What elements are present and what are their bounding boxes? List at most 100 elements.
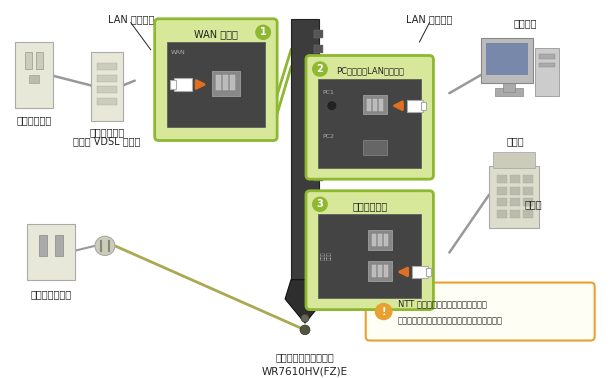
Bar — [212, 71, 240, 96]
Bar — [384, 265, 388, 277]
Circle shape — [95, 236, 115, 256]
Bar — [372, 265, 376, 277]
Bar — [174, 78, 192, 91]
Bar — [314, 159, 323, 167]
Circle shape — [301, 314, 309, 322]
Bar — [314, 84, 323, 92]
Bar — [97, 87, 117, 93]
Bar — [167, 42, 265, 127]
FancyBboxPatch shape — [306, 56, 434, 179]
Text: 回線接続装置: 回線接続装置 — [89, 127, 124, 137]
Circle shape — [312, 197, 328, 212]
Text: 電話線: 電話線 — [525, 199, 543, 209]
Bar — [372, 234, 376, 246]
Text: または VDSL モデム: または VDSL モデム — [73, 137, 140, 147]
Bar — [39, 235, 47, 256]
Polygon shape — [285, 280, 325, 323]
Bar — [15, 42, 53, 108]
Text: 2: 2 — [317, 64, 323, 74]
Bar — [384, 234, 388, 246]
Circle shape — [375, 303, 393, 320]
Bar — [407, 100, 423, 112]
Bar — [379, 99, 383, 111]
Bar — [497, 175, 507, 183]
Bar — [363, 95, 387, 115]
Bar — [368, 230, 392, 250]
Bar — [503, 81, 515, 92]
FancyBboxPatch shape — [306, 191, 434, 310]
Bar — [378, 265, 382, 277]
Bar — [495, 88, 523, 96]
Bar — [29, 75, 39, 82]
Bar — [486, 43, 528, 75]
Bar — [497, 210, 507, 218]
Text: WAN ポート: WAN ポート — [194, 29, 238, 39]
Text: 光電話ルータ（背面）: 光電話ルータ（背面） — [276, 352, 334, 362]
Bar — [539, 54, 555, 59]
Bar — [497, 187, 507, 195]
Text: 電話機: 電話機 — [506, 136, 524, 146]
Bar — [523, 187, 533, 195]
Text: LAN ケーブル: LAN ケーブル — [107, 14, 154, 24]
Text: 光ファイバー: 光ファイバー — [16, 115, 52, 125]
Bar — [523, 175, 533, 183]
Bar — [25, 52, 32, 69]
Bar — [426, 268, 431, 276]
Bar — [539, 63, 555, 67]
Circle shape — [255, 25, 271, 40]
Bar — [535, 48, 559, 96]
Text: PC2: PC2 — [322, 134, 334, 139]
Bar — [493, 152, 535, 167]
Bar — [314, 224, 323, 231]
FancyBboxPatch shape — [155, 19, 277, 141]
Bar — [367, 99, 371, 111]
Bar — [314, 57, 323, 65]
Bar — [291, 19, 319, 280]
Circle shape — [327, 101, 337, 111]
Bar — [314, 257, 323, 265]
Text: 1: 1 — [260, 27, 267, 37]
Bar — [216, 75, 221, 90]
Text: WR7610HV(FZ)E: WR7610HV(FZ)E — [262, 367, 348, 376]
Bar — [97, 75, 117, 82]
Bar — [412, 266, 428, 278]
Text: WAN: WAN — [171, 50, 185, 55]
Bar — [523, 198, 533, 206]
Bar — [230, 75, 235, 90]
Bar — [314, 195, 323, 202]
Bar — [497, 198, 507, 206]
Bar — [318, 79, 422, 167]
Bar — [314, 98, 323, 106]
Bar — [314, 30, 323, 38]
Bar — [314, 209, 323, 217]
Text: 電源コンセント: 電源コンセント — [30, 289, 72, 299]
Bar — [314, 243, 323, 251]
Bar — [314, 112, 323, 119]
Text: PC1: PC1 — [322, 90, 334, 95]
FancyBboxPatch shape — [366, 282, 595, 341]
Bar — [55, 235, 63, 256]
Bar — [170, 80, 176, 89]
Text: PCポート（LANポート）: PCポート（LANポート） — [336, 67, 404, 76]
Text: 3: 3 — [317, 199, 323, 209]
Text: !: ! — [381, 307, 386, 316]
Bar — [314, 144, 323, 152]
Bar — [481, 38, 533, 82]
Bar — [523, 210, 533, 218]
Text: LAN ケーブル: LAN ケーブル — [406, 14, 453, 24]
Bar — [314, 174, 323, 181]
Bar — [314, 71, 323, 79]
Bar — [373, 99, 377, 111]
Bar — [510, 198, 520, 206]
Text: NTT 番号を引き続きご利用の方は、: NTT 番号を引き続きご利用の方は、 — [398, 299, 486, 308]
Circle shape — [300, 325, 310, 335]
Text: 電話機ポート: 電話機ポート — [352, 201, 387, 211]
Bar — [489, 166, 539, 228]
Bar — [97, 98, 117, 105]
Circle shape — [312, 61, 328, 77]
Bar — [91, 52, 123, 121]
Bar — [36, 52, 43, 69]
Text: パソコン: パソコン — [513, 19, 537, 28]
Bar — [378, 234, 382, 246]
Bar — [510, 187, 520, 195]
